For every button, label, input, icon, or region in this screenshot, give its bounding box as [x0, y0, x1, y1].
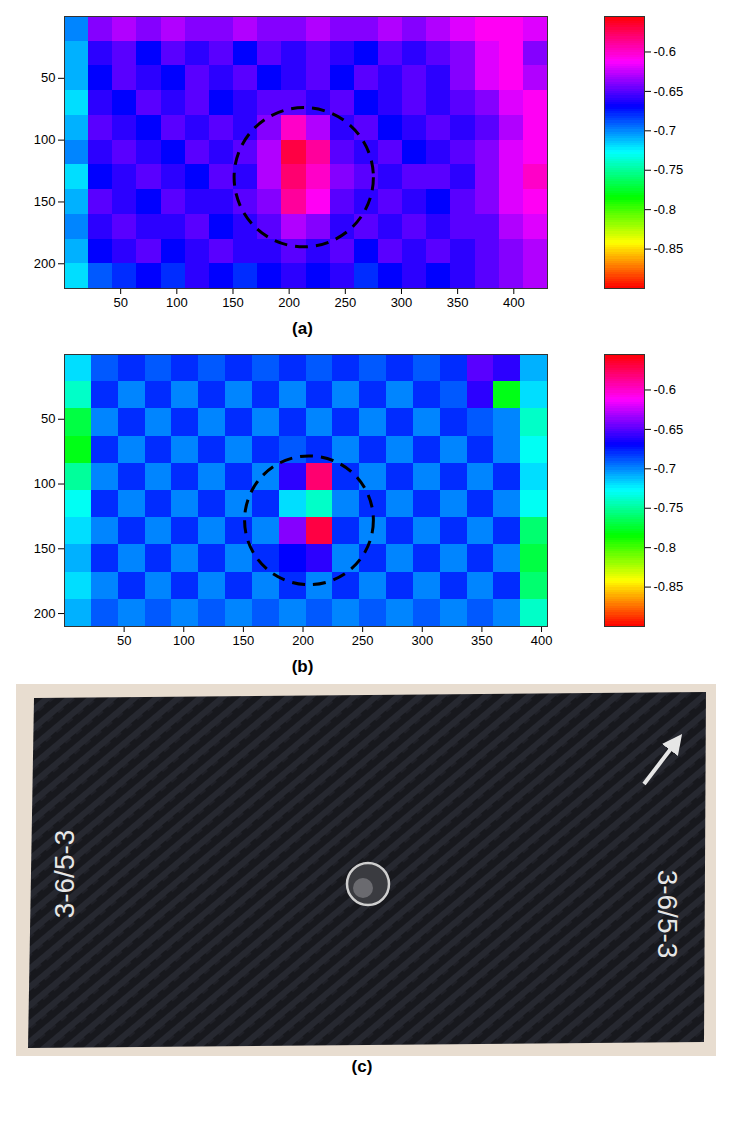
svg-text:50: 50: [117, 633, 131, 648]
svg-text:-0.6: -0.6: [654, 44, 676, 59]
svg-text:100: 100: [34, 132, 56, 147]
svg-text:50: 50: [113, 295, 127, 310]
svg-text:-0.85: -0.85: [654, 579, 684, 594]
svg-text:-0.75: -0.75: [654, 500, 684, 515]
svg-text:100: 100: [166, 295, 188, 310]
svg-text:-0.7: -0.7: [654, 461, 676, 476]
svg-text:150: 150: [222, 295, 244, 310]
svg-text:300: 300: [411, 633, 433, 648]
svg-text:-0.85: -0.85: [654, 241, 684, 256]
svg-text:150: 150: [233, 633, 255, 648]
svg-text:3-6/5-3: 3-6/5-3: [49, 830, 80, 919]
svg-text:200: 200: [34, 256, 56, 271]
svg-text:-0.7: -0.7: [654, 123, 676, 138]
svg-text:200: 200: [34, 606, 56, 621]
svg-text:3-6/5-3: 3-6/5-3: [652, 870, 683, 959]
svg-text:250: 250: [352, 633, 374, 648]
svg-text:50: 50: [41, 411, 55, 426]
svg-text:100: 100: [173, 633, 195, 648]
svg-text:350: 350: [447, 295, 469, 310]
svg-text:250: 250: [334, 295, 356, 310]
html-text:(c): (c): [351, 1057, 373, 1076]
svg-text:-0.6: -0.6: [654, 382, 676, 397]
svg-text:-0.8: -0.8: [654, 202, 676, 217]
svg-text:-0.75: -0.75: [654, 162, 684, 177]
svg-text:350: 350: [471, 633, 493, 648]
svg-text:150: 150: [34, 194, 56, 209]
svg-text:400: 400: [531, 633, 553, 648]
svg-text:100: 100: [34, 476, 56, 491]
svg-text:400: 400: [503, 295, 525, 310]
svg-text:-0.65: -0.65: [654, 84, 684, 99]
svg-text:-0.8: -0.8: [654, 540, 676, 555]
svg-text:50: 50: [41, 70, 55, 85]
svg-text:-0.65: -0.65: [654, 422, 684, 437]
svg-text:300: 300: [391, 295, 413, 310]
svg-text:200: 200: [278, 295, 300, 310]
svg-text:150: 150: [34, 541, 56, 556]
html-text:(b): (b): [291, 657, 314, 676]
svg-text:200: 200: [292, 633, 314, 648]
html-text:(a): (a): [292, 319, 313, 338]
